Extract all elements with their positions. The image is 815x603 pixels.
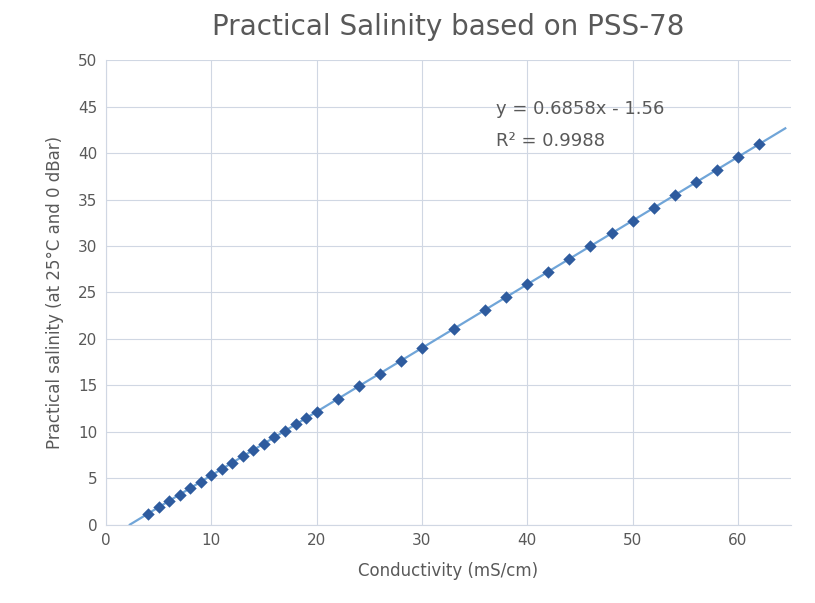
- Point: [194, 477, 207, 487]
- Point: [310, 407, 323, 417]
- Title: Practical Salinity based on PSS-78: Practical Salinity based on PSS-78: [212, 13, 685, 41]
- Point: [331, 394, 344, 404]
- Point: [268, 432, 281, 442]
- Point: [373, 368, 386, 378]
- Point: [247, 445, 260, 455]
- Point: [500, 292, 513, 302]
- Text: y = 0.6858x - 1.56
R² = 0.9988: y = 0.6858x - 1.56 R² = 0.9988: [496, 100, 664, 150]
- Point: [205, 470, 218, 480]
- Point: [215, 464, 228, 474]
- Point: [668, 191, 681, 200]
- Point: [626, 216, 639, 226]
- Point: [163, 496, 176, 506]
- Point: [731, 152, 744, 162]
- Point: [521, 280, 534, 289]
- Point: [416, 343, 429, 353]
- Point: [563, 254, 576, 264]
- Point: [142, 509, 155, 519]
- Point: [300, 413, 313, 423]
- Point: [447, 324, 460, 334]
- Point: [152, 502, 165, 512]
- Point: [478, 305, 491, 315]
- Point: [584, 241, 597, 251]
- X-axis label: Conductivity (mS/cm): Conductivity (mS/cm): [358, 562, 539, 580]
- Point: [352, 382, 365, 391]
- Point: [279, 426, 292, 435]
- Point: [689, 178, 703, 188]
- Y-axis label: Practical salinity (at 25°C and 0 dBar): Practical salinity (at 25°C and 0 dBar): [46, 136, 64, 449]
- Point: [647, 203, 660, 213]
- Point: [289, 420, 302, 429]
- Point: [173, 490, 186, 499]
- Point: [711, 165, 724, 174]
- Point: [236, 452, 249, 461]
- Point: [542, 267, 555, 276]
- Point: [226, 458, 239, 467]
- Point: [183, 484, 196, 493]
- Point: [394, 356, 408, 365]
- Point: [752, 139, 765, 149]
- Point: [605, 229, 618, 238]
- Point: [258, 439, 271, 449]
